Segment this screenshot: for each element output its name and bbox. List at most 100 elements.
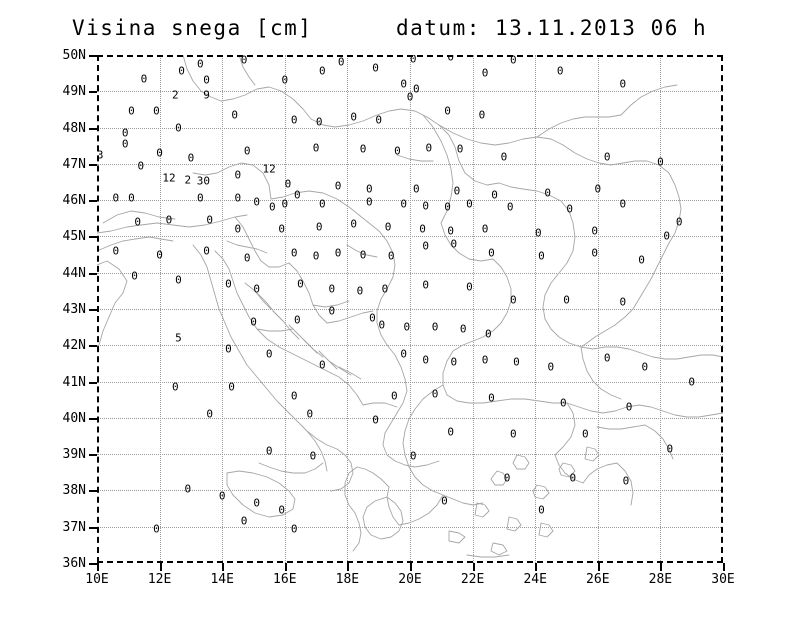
date-title: datum: 13.11.2013 06 h xyxy=(396,16,708,40)
station-value: 0 xyxy=(319,64,326,78)
station-value: 0 xyxy=(171,380,179,394)
station-value: 0 xyxy=(400,347,408,361)
station-value: 0 xyxy=(153,522,160,536)
station-value: 0 xyxy=(203,244,210,258)
station-value: 0 xyxy=(412,82,420,96)
station-value: 0 xyxy=(466,280,473,294)
axis-label-longitude: 22E xyxy=(460,572,485,587)
station-value: 0 xyxy=(384,220,392,234)
station-value: 0 xyxy=(547,360,555,374)
station-value: 0 xyxy=(156,248,163,262)
station-value: 0 xyxy=(253,195,260,209)
tick-mark-x xyxy=(97,563,99,571)
axis-label-latitude: 47N xyxy=(62,156,86,172)
station-value: 0 xyxy=(312,249,320,263)
station-value: 0 xyxy=(488,391,495,405)
station-value: 0 xyxy=(412,182,420,196)
gridline-horizontal xyxy=(97,163,723,165)
gridline-horizontal xyxy=(97,272,723,274)
tick-mark-x xyxy=(472,563,475,571)
axis-label-latitude: 50N xyxy=(62,48,86,63)
station-value: 0 xyxy=(350,110,357,124)
station-value: 0 xyxy=(281,197,289,211)
station-value: 0 xyxy=(666,442,674,456)
station-value: 0 xyxy=(228,380,235,394)
station-value: 0 xyxy=(137,159,145,173)
station-value: 0 xyxy=(225,342,232,356)
station-value: 0 xyxy=(422,278,429,292)
station-value: 0 xyxy=(218,489,226,503)
station-value: 0 xyxy=(359,142,367,156)
axis-label-longitude: 14E xyxy=(210,572,234,587)
station-value: 0 xyxy=(153,104,160,118)
station-value: 0 xyxy=(591,246,598,260)
station-value: 0 xyxy=(356,284,364,298)
station-value: 0 xyxy=(278,503,285,517)
station-value: 0 xyxy=(281,73,289,87)
station-value: 0 xyxy=(663,229,670,243)
station-value: 0 xyxy=(203,73,210,87)
station-value: 5 xyxy=(175,331,182,345)
tick-mark-x xyxy=(222,563,225,571)
station-value: 0 xyxy=(603,351,611,365)
axis-label-longitude: 20E xyxy=(398,572,422,587)
station-value: 0 xyxy=(619,197,627,211)
station-value: 0 xyxy=(112,191,120,205)
station-value: 0 xyxy=(447,224,454,238)
tick-mark-y xyxy=(89,345,97,348)
station-value: 0 xyxy=(234,222,242,236)
station-value: 0 xyxy=(372,61,379,75)
axis-label-longitude: 18E xyxy=(335,572,360,587)
tick-mark-y xyxy=(89,236,97,239)
station-value: 0 xyxy=(253,496,260,510)
axis-label-latitude: 44N xyxy=(62,265,86,281)
station-value: 0 xyxy=(128,104,135,118)
map-plot-area: 0 0 0 0 0 0 0 0 0 2 9 0 0 0 0 0 0 0 0 0 0 0 0 0 0 0 0 0 0 0 0 0 3 0 0 0 12 0 0… xyxy=(97,55,723,563)
tick-mark-x xyxy=(660,563,663,571)
axis-label-longitude: 16E xyxy=(273,572,297,587)
station-value: 0 xyxy=(419,222,426,236)
station-value: 0 xyxy=(359,248,367,262)
tick-mark-x xyxy=(159,563,162,571)
tick-mark-x xyxy=(284,563,287,571)
station-value: 0 xyxy=(447,425,454,439)
station-value: 0 xyxy=(234,191,242,205)
station-value: 0 xyxy=(453,184,461,198)
station-value: 0 xyxy=(372,413,379,427)
station-value: 0 xyxy=(603,150,611,164)
station-value: 0 xyxy=(250,315,257,329)
tick-mark-y xyxy=(89,55,97,57)
station-value: 0 xyxy=(265,347,273,361)
station-value: 0 xyxy=(400,77,408,91)
station-value: 0 xyxy=(556,64,564,78)
tick-mark-y xyxy=(89,272,97,275)
station-value: 0 xyxy=(297,277,304,291)
page-title: Visina snega [cm] xyxy=(72,16,313,40)
tick-mark-y xyxy=(89,127,97,130)
gridline-horizontal xyxy=(97,526,723,528)
station-value: 0 xyxy=(509,427,517,441)
station-value: 0 xyxy=(481,222,489,236)
axis-label-latitude: 49N xyxy=(62,84,86,100)
station-value: 0 xyxy=(187,151,195,165)
tick-mark-y xyxy=(89,163,97,166)
station-value: 0 xyxy=(406,90,414,104)
station-value: 0 xyxy=(240,55,248,67)
station-value: 0 xyxy=(544,186,552,200)
station-value: 0 xyxy=(622,474,630,488)
station-value: 0 xyxy=(506,200,514,214)
station-value: 12 xyxy=(262,162,276,176)
station-value: 0 xyxy=(513,355,520,369)
station-value: 0 xyxy=(175,121,182,135)
station-value: 0 xyxy=(619,295,627,309)
axis-label-longitude: 24E xyxy=(523,572,547,587)
station-value: 0 xyxy=(481,66,489,80)
axis-label-latitude: 48N xyxy=(62,120,86,136)
station-value: 0 xyxy=(381,282,389,296)
station-value: 0 xyxy=(441,494,448,508)
station-value: 0 xyxy=(466,197,473,211)
axis-label-latitude: 46N xyxy=(62,193,86,209)
tick-mark-x xyxy=(535,563,538,571)
axis-label-latitude: 41N xyxy=(62,374,86,390)
station-value: 0 xyxy=(184,482,192,496)
